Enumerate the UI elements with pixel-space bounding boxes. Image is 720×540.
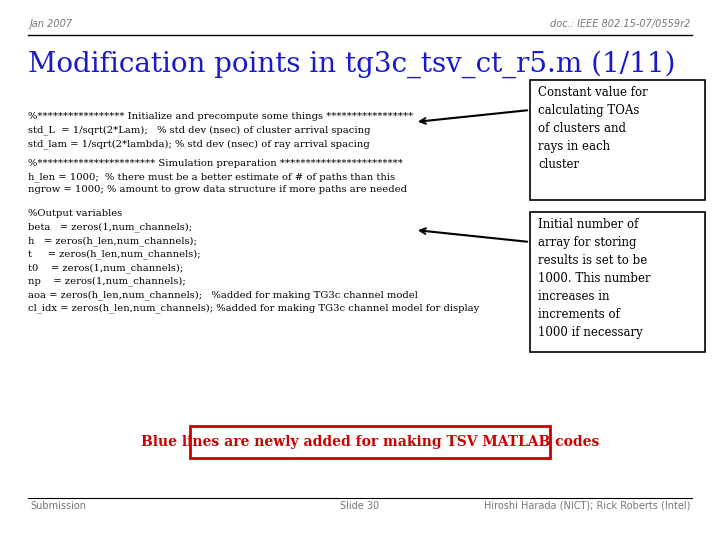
Text: ngrow = 1000; % amount to grow data structure if more paths are needed: ngrow = 1000; % amount to grow data stru… [28, 186, 407, 194]
Text: Submission: Submission [30, 501, 86, 511]
Text: aoa = zeros(h_len,num_channels);   %added for making TG3c channel model: aoa = zeros(h_len,num_channels); %added … [28, 290, 418, 300]
Bar [530, 212, 705, 352]
Text: Constant value for
calculating TOAs
of clusters and
rays in each
cluster: Constant value for calculating TOAs of c… [538, 86, 648, 171]
Text: t     = zeros(h_len,num_channels);: t = zeros(h_len,num_channels); [28, 249, 201, 259]
Bar [190, 426, 550, 458]
Text: Modification points in tg3c_tsv_ct_r5.m (1/11): Modification points in tg3c_tsv_ct_r5.m … [28, 50, 675, 78]
Text: h   = zeros(h_len,num_channels);: h = zeros(h_len,num_channels); [28, 236, 197, 246]
Text: %***************** Initialize and precompute some things *****************: %***************** Initialize and precom… [28, 112, 413, 121]
Text: %Output variables: %Output variables [28, 209, 122, 218]
Text: np    = zeros(1,num_channels);: np = zeros(1,num_channels); [28, 276, 186, 286]
Text: beta   = zeros(1,num_channels);: beta = zeros(1,num_channels); [28, 222, 192, 232]
Bar [530, 80, 705, 200]
Text: Blue lines are newly added for making TSV MATLAB codes: Blue lines are newly added for making TS… [141, 435, 599, 449]
Text: std_L  = 1/sqrt(2*Lam);   % std dev (nsec) of cluster arrival spacing: std_L = 1/sqrt(2*Lam); % std dev (nsec) … [28, 125, 371, 136]
Text: std_lam = 1/sqrt(2*lambda); % std dev (nsec) of ray arrival spacing: std_lam = 1/sqrt(2*lambda); % std dev (n… [28, 139, 370, 149]
Text: %*********************** Simulation preparation ************************: %*********************** Simulation prep… [28, 159, 403, 167]
Text: h_len = 1000;  % there must be a better estimate of # of paths than this: h_len = 1000; % there must be a better e… [28, 172, 395, 181]
Text: doc.: IEEE 802.15-07/0559r2: doc.: IEEE 802.15-07/0559r2 [549, 19, 690, 29]
Text: Jan 2007: Jan 2007 [30, 19, 73, 29]
Text: cl_idx = zeros(h_len,num_channels); %added for making TG3c channel model for dis: cl_idx = zeros(h_len,num_channels); %add… [28, 303, 480, 313]
Text: t0    = zeros(1,num_channels);: t0 = zeros(1,num_channels); [28, 263, 184, 273]
Text: Initial number of
array for storing
results is set to be
1000. This number
incre: Initial number of array for storing resu… [538, 218, 651, 339]
Text: Slide 30: Slide 30 [341, 501, 379, 511]
Text: Hiroshi Harada (NICT); Rick Roberts (Intel): Hiroshi Harada (NICT); Rick Roberts (Int… [484, 501, 690, 511]
